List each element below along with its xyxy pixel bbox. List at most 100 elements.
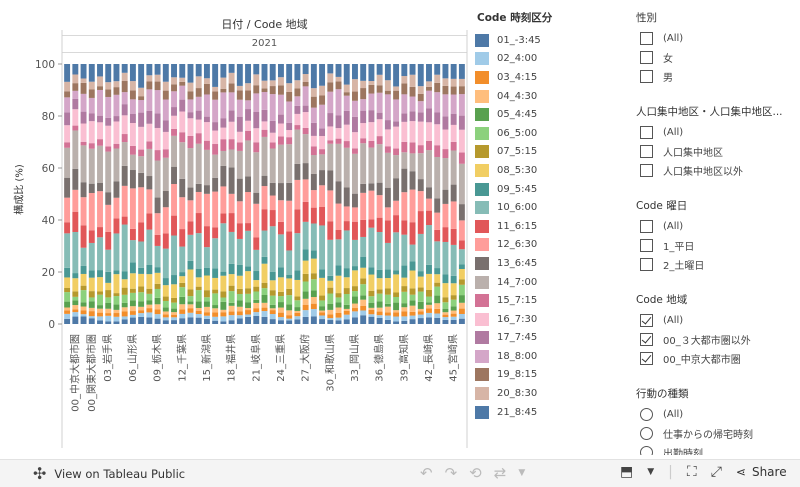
bar-segment <box>72 291 79 297</box>
bar-segment <box>105 308 112 314</box>
download-icon[interactable]: ⬒ <box>620 464 634 480</box>
legend-item[interactable]: 18_8:00 <box>475 347 625 366</box>
stacked-bar-chart[interactable]: 0 20 40 60 80 100 00_中京大都市圏 00_関東大都市圏 03_岩手県 06_山… <box>0 0 470 455</box>
bar-segment <box>310 173 317 191</box>
legend-item[interactable]: 09_5:45 <box>475 180 625 199</box>
checkbox-icon[interactable] <box>640 126 653 139</box>
radio-icon[interactable] <box>640 427 653 440</box>
filter-gender-option-female[interactable]: 女 <box>636 48 796 67</box>
legend-item[interactable]: 13_6:45 <box>475 254 625 273</box>
year-header[interactable]: 2021 <box>62 35 467 53</box>
radio-icon[interactable] <box>640 446 653 455</box>
legend-item[interactable]: 06_5:00 <box>475 124 625 143</box>
legend-item[interactable]: 19_8:15 <box>475 366 625 385</box>
legend-item[interactable]: 03_4:15 <box>475 68 625 87</box>
bar-segment <box>171 64 177 78</box>
bar-segment <box>64 197 71 223</box>
bar-segment <box>253 308 260 313</box>
legend-item[interactable]: 01_-3:45 <box>475 31 625 50</box>
bar-segment <box>393 64 400 87</box>
revert-icon[interactable]: ⟲ <box>469 464 482 482</box>
checkbox-icon[interactable] <box>640 70 653 83</box>
bar-segment <box>245 302 252 308</box>
share-button[interactable]: ⋖ Share <box>736 465 787 479</box>
legend-item[interactable]: 05_4:45 <box>475 105 625 124</box>
filter-weekday-option-saturday[interactable]: 2_土曜日 <box>636 255 796 274</box>
filter-weekday-option-all[interactable]: (All) <box>636 217 796 236</box>
checkbox-checked-icon[interactable] <box>640 333 653 346</box>
undo-icon[interactable]: ↶ <box>420 464 433 482</box>
filter-gender: 性別 (All) 女 男 <box>636 10 796 92</box>
checkbox-icon[interactable] <box>640 164 653 177</box>
bar-segment <box>105 146 112 152</box>
legend-item[interactable]: 02_4:00 <box>475 50 625 69</box>
checkbox-icon[interactable] <box>640 220 653 233</box>
checkbox-icon[interactable] <box>640 145 653 158</box>
legend-item[interactable]: 21_8:45 <box>475 403 625 422</box>
view-on-tableau-link[interactable]: ✣ View on Tableau Public <box>33 464 185 483</box>
bar-segment <box>97 86 103 90</box>
bar-segment <box>393 86 400 91</box>
legend-item[interactable]: 20_8:30 <box>475 384 625 403</box>
legend-swatch <box>475 52 489 66</box>
bar-segment <box>401 277 408 287</box>
legend-item[interactable]: 11_6:15 <box>475 217 625 236</box>
legend-swatch <box>475 145 489 159</box>
chevron-down-icon[interactable]: ▼ <box>518 468 526 478</box>
legend-item[interactable]: 08_5:30 <box>475 161 625 180</box>
bar-segment <box>88 64 95 82</box>
bar-segment <box>417 179 424 192</box>
bar-segment <box>146 308 153 313</box>
bar-segment <box>368 302 375 308</box>
legend-item[interactable]: 17_7:45 <box>475 329 625 348</box>
bar-segment <box>220 127 227 140</box>
bar-segment <box>236 142 243 151</box>
bar-segment <box>335 64 342 77</box>
legend-item[interactable]: 10_6:00 <box>475 198 625 217</box>
filter-gender-option-all[interactable]: (All) <box>636 29 796 48</box>
filter-region-option-all[interactable]: (All) <box>636 311 796 330</box>
filter-activity-option-return-home[interactable]: 仕事からの帰宅時刻 <box>636 424 796 443</box>
bar-segment <box>203 78 210 84</box>
legend-item[interactable]: 04_4:30 <box>475 87 625 106</box>
bar-segment <box>417 318 424 324</box>
fullscreen-icon[interactable]: ⛶ <box>686 464 697 480</box>
checkbox-checked-icon[interactable] <box>640 314 653 327</box>
expand-icon[interactable]: ⤢ <box>710 464 722 480</box>
bar-segment <box>203 83 210 95</box>
refresh-icon[interactable]: ⇄ <box>493 464 507 482</box>
filter-weekday-option-weekday[interactable]: 1_平日 <box>636 236 796 255</box>
checkbox-icon[interactable] <box>640 32 653 45</box>
filter-did-option-did[interactable]: 人口集中地区 <box>636 142 796 161</box>
bar-segment <box>450 86 457 95</box>
x-tick-label: 09_栃木県 <box>151 334 164 382</box>
bar-segment <box>212 238 219 269</box>
checkbox-icon[interactable] <box>640 51 653 64</box>
legend-item[interactable]: 16_7:30 <box>475 310 625 329</box>
bar-segment <box>343 294 350 305</box>
checkbox-icon[interactable] <box>640 258 653 271</box>
redo-icon[interactable]: ↷ <box>444 464 458 482</box>
radio-icon[interactable] <box>640 408 653 421</box>
bar-segment <box>171 308 177 313</box>
bar-segment <box>220 77 227 89</box>
checkbox-icon[interactable] <box>640 239 653 252</box>
filter-region-option-chukyo[interactable]: 00_中京大都市圏 <box>636 349 796 368</box>
filter-region-option-non-metro[interactable]: 00_３大都市圏以外 <box>636 330 796 349</box>
filter-activity-option-all[interactable]: (All) <box>636 405 796 424</box>
legend-item[interactable]: 15_7:15 <box>475 291 625 310</box>
bar-segment <box>376 307 383 312</box>
filter-gender-option-male[interactable]: 男 <box>636 67 796 86</box>
legend-swatch <box>475 256 489 270</box>
bar-segment <box>393 310 400 313</box>
filter-did-option-non-did[interactable]: 人口集中地区以外 <box>636 161 796 180</box>
filter-did-option-all[interactable]: (All) <box>636 123 796 142</box>
legend-item[interactable]: 14_7:00 <box>475 273 625 292</box>
legend-item[interactable]: 07_5:15 <box>475 143 625 162</box>
chevron-down-icon[interactable]: ▼ <box>647 467 655 477</box>
bar-segment <box>261 121 268 130</box>
checkbox-checked-icon[interactable] <box>640 352 653 365</box>
legend-item[interactable]: 12_6:30 <box>475 236 625 255</box>
filter-activity-option-commute[interactable]: 出勤時刻 <box>636 443 796 455</box>
bar-segment <box>72 189 79 212</box>
